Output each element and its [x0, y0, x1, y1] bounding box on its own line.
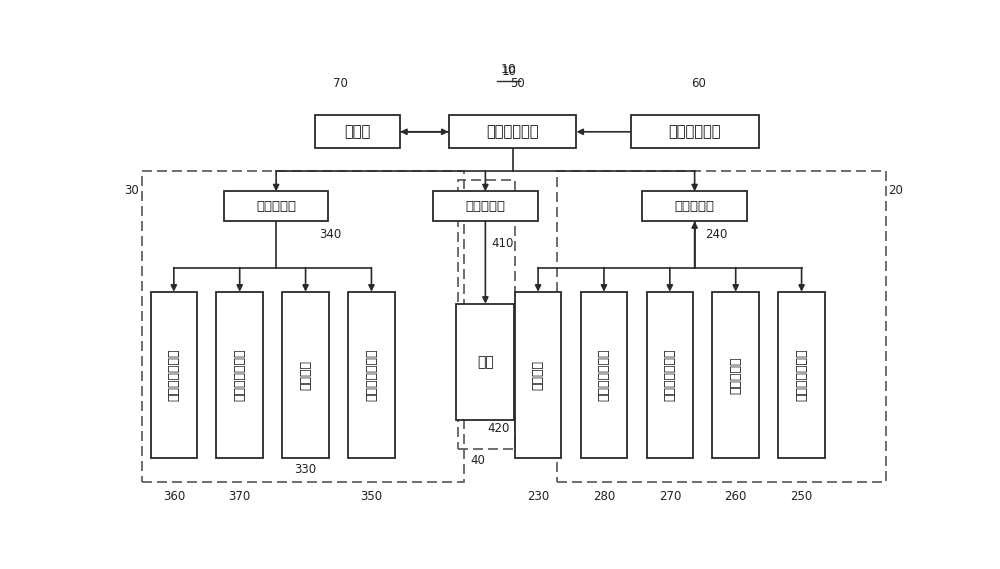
FancyBboxPatch shape [216, 292, 263, 458]
Text: 风扇: 风扇 [477, 355, 494, 369]
Text: 280: 280 [593, 490, 615, 503]
Text: 上位机: 上位机 [344, 124, 371, 139]
Text: 第一流量调节阀: 第一流量调节阀 [597, 349, 610, 401]
Text: 10: 10 [501, 63, 517, 76]
FancyBboxPatch shape [642, 191, 747, 221]
Text: 第三控制器: 第三控制器 [465, 200, 505, 213]
Text: 湿度传感器: 湿度传感器 [729, 356, 742, 394]
Text: 240: 240 [705, 228, 727, 241]
FancyBboxPatch shape [515, 292, 561, 458]
Text: 人数计量装置: 人数计量装置 [668, 124, 721, 139]
Text: 第二控制器: 第二控制器 [256, 200, 296, 213]
Text: 10: 10 [501, 65, 516, 78]
Text: 230: 230 [527, 490, 549, 503]
Text: 第一控制器: 第一控制器 [675, 200, 715, 213]
Text: 中央控制装置: 中央控制装置 [486, 124, 539, 139]
Text: 370: 370 [229, 490, 251, 503]
FancyBboxPatch shape [282, 292, 329, 458]
Text: 60: 60 [691, 77, 706, 90]
Text: 40: 40 [470, 454, 485, 467]
FancyBboxPatch shape [712, 292, 759, 458]
Text: 270: 270 [659, 490, 681, 503]
Text: 第三温度传感器: 第三温度传感器 [167, 349, 180, 401]
Text: 260: 260 [725, 490, 747, 503]
Text: 330: 330 [295, 464, 317, 476]
Text: 第二流量调节阀: 第二流量调节阀 [233, 349, 246, 401]
Text: 410: 410 [492, 237, 514, 250]
FancyBboxPatch shape [224, 191, 328, 221]
Text: 340: 340 [319, 228, 341, 241]
FancyBboxPatch shape [348, 292, 395, 458]
FancyBboxPatch shape [433, 191, 538, 221]
Text: 第一风机: 第一风机 [532, 360, 545, 390]
Text: 20: 20 [888, 184, 903, 197]
FancyBboxPatch shape [151, 292, 197, 458]
FancyBboxPatch shape [581, 292, 627, 458]
FancyBboxPatch shape [631, 116, 759, 149]
Text: 第一温度传感器: 第一温度传感器 [663, 349, 676, 401]
FancyBboxPatch shape [315, 116, 400, 149]
Text: 第二温度传感器: 第二温度传感器 [365, 349, 378, 401]
Text: 30: 30 [124, 184, 139, 197]
Text: 第二风机: 第二风机 [299, 360, 312, 390]
FancyBboxPatch shape [449, 116, 576, 149]
Text: 420: 420 [488, 422, 510, 435]
Text: 二氧化碳传感器: 二氧化碳传感器 [795, 349, 808, 401]
FancyBboxPatch shape [778, 292, 825, 458]
Text: 350: 350 [360, 490, 383, 503]
Text: 50: 50 [510, 77, 525, 90]
Text: 360: 360 [163, 490, 185, 503]
FancyBboxPatch shape [647, 292, 693, 458]
FancyBboxPatch shape [456, 304, 514, 420]
Text: 70: 70 [333, 77, 348, 90]
Text: 250: 250 [790, 490, 813, 503]
